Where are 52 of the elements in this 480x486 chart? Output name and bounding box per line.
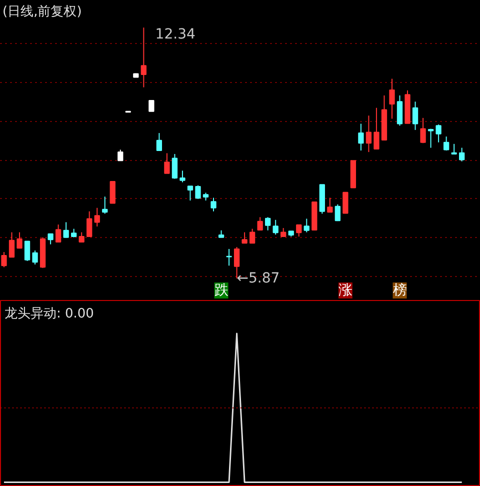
candlestick <box>257 216 263 230</box>
candlestick <box>265 216 271 231</box>
candlestick <box>140 27 146 88</box>
candlestick <box>187 186 194 201</box>
candlestick <box>242 232 248 244</box>
candlestick <box>8 232 15 258</box>
candlestick <box>24 240 30 262</box>
annotation: 12.34 <box>155 26 196 43</box>
candlestick <box>389 78 395 120</box>
candlestick <box>118 149 124 162</box>
candlestick <box>396 94 403 126</box>
candlestick <box>195 184 201 200</box>
text: 榜 <box>392 282 407 298</box>
candlestick <box>86 210 92 238</box>
candlestick <box>296 224 302 238</box>
candlestick <box>436 124 442 143</box>
candlestick <box>16 232 22 249</box>
candlestick <box>63 222 69 238</box>
candlestick <box>156 132 162 151</box>
candlestick <box>164 152 170 174</box>
candlestick <box>210 197 216 212</box>
annotation: ←5.87 <box>236 270 280 286</box>
candlestick <box>148 100 154 112</box>
candlestick <box>428 128 434 148</box>
candlestick <box>32 250 38 265</box>
candlestick <box>180 170 186 183</box>
candlestick <box>358 123 364 151</box>
text: 涨 <box>338 282 352 298</box>
candlestick <box>94 207 100 227</box>
candlestick <box>459 147 465 162</box>
candlestick <box>327 197 333 213</box>
candlestick <box>249 228 256 244</box>
chart-title: (日线,前复权) <box>2 4 82 20</box>
candlestick <box>366 115 372 153</box>
candlestick <box>78 232 84 242</box>
candlestick <box>110 181 116 204</box>
candlestick <box>1 252 7 268</box>
candlestick <box>55 224 62 242</box>
candlestick <box>102 196 108 214</box>
candlestick <box>443 136 450 151</box>
chart-title: 龙头异动: 0.00 <box>4 306 94 322</box>
candlestick <box>451 143 457 155</box>
candlestick <box>420 117 426 144</box>
candlestick <box>342 192 348 214</box>
candlestick <box>412 101 418 130</box>
candlestick <box>272 219 278 236</box>
candlestick <box>374 107 380 150</box>
candlestick <box>334 204 340 222</box>
candlestick <box>48 233 54 245</box>
candlestick <box>304 218 310 233</box>
text: 跌 <box>214 282 228 298</box>
candlestick <box>172 153 178 180</box>
